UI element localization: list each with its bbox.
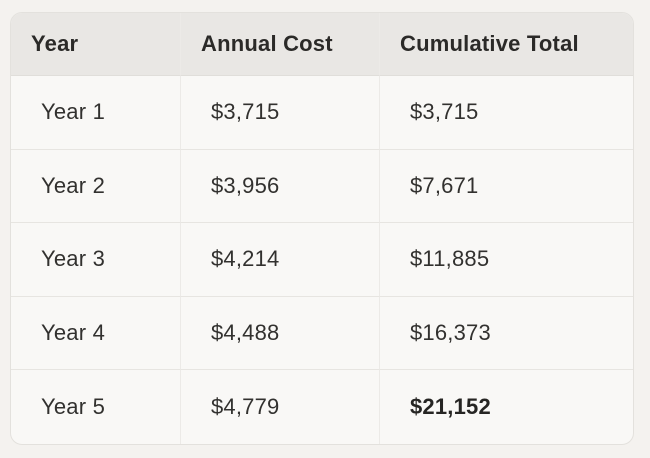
table-cell-cumulative-total: $16,373 [379,296,633,371]
table-cell-cumulative-total: $7,671 [379,149,633,224]
table-cell-year: Year 5 [41,394,105,420]
table-cell-annual-cost: $3,956 [180,149,379,224]
table-cell-cumulative-total-final: $21,152 [379,370,633,444]
column-header-year: Year [11,13,180,76]
table-cell-cumulative-total: $11,885 [379,223,633,297]
cost-table: Year Annual Cost Cumulative Total Year 1… [10,12,634,445]
table-cell-annual-cost: $4,214 [180,223,379,297]
table-cell-cumulative-total: $3,715 [379,76,633,150]
column-header-cumulative-total: Cumulative Total [379,13,633,76]
column-header-annual-cost: Annual Cost [180,13,379,76]
table-cell-year: Year 3 [11,223,180,297]
table-cell-annual-cost: $4,488 [180,296,379,371]
table-cell-year: Year 1 [11,76,180,150]
table-cell-annual-cost: $3,715 [180,76,379,150]
table-cell-year: Year 2 [11,150,180,224]
table-cell-annual-cost: $4,779 [180,370,379,444]
table-cell-year: Year 4 [11,297,180,371]
